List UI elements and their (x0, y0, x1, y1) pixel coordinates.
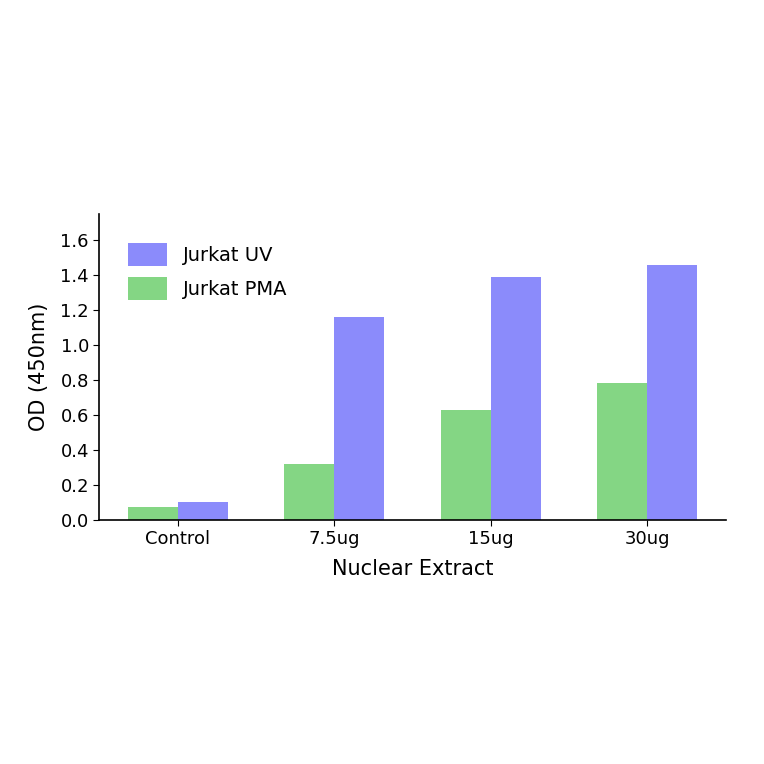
X-axis label: Nuclear Extract: Nuclear Extract (332, 559, 494, 579)
Bar (128, 507, 178, 520)
Bar (335, 317, 384, 520)
Bar (490, 277, 541, 520)
Bar (647, 264, 698, 520)
Bar (284, 464, 335, 520)
Bar (597, 384, 647, 520)
Legend: Jurkat UV, Jurkat PMA: Jurkat UV, Jurkat PMA (109, 224, 307, 319)
Bar (178, 502, 228, 520)
Y-axis label: OD (450nm): OD (450nm) (29, 303, 49, 431)
Bar (441, 410, 490, 520)
